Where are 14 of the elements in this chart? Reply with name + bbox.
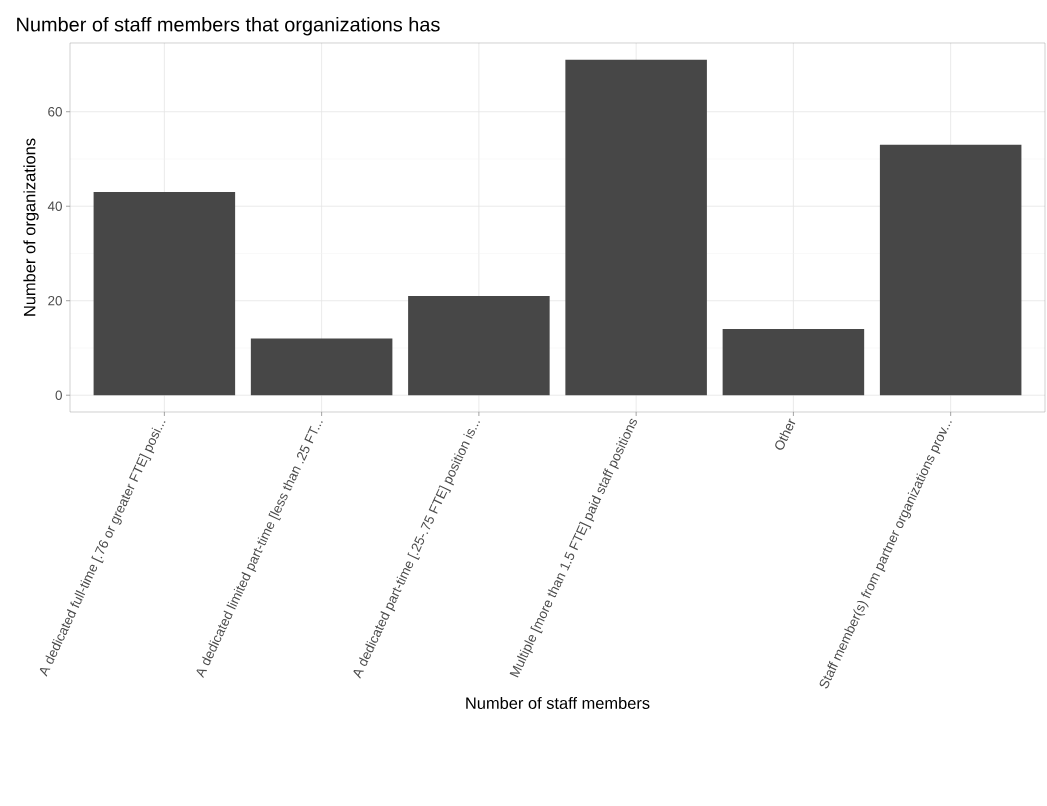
x-axis-title: Number of staff members: [466, 696, 650, 709]
bar: [565, 59, 707, 396]
bar: [879, 144, 1022, 396]
y-tick-label: 60: [48, 106, 62, 117]
y-tick-label: 20: [48, 295, 62, 306]
bar: [408, 295, 550, 396]
x-tick-label: Other: [775, 418, 796, 450]
bar: [93, 192, 236, 396]
bar: [722, 329, 865, 396]
chart-title: Number of staff members that organizations has: [17, 16, 440, 36]
y-axis-title: Number of organizations: [23, 138, 39, 316]
y-tick-label: 0: [55, 390, 62, 400]
bar: [250, 338, 393, 396]
y-tick-label: 40: [47, 201, 62, 211]
